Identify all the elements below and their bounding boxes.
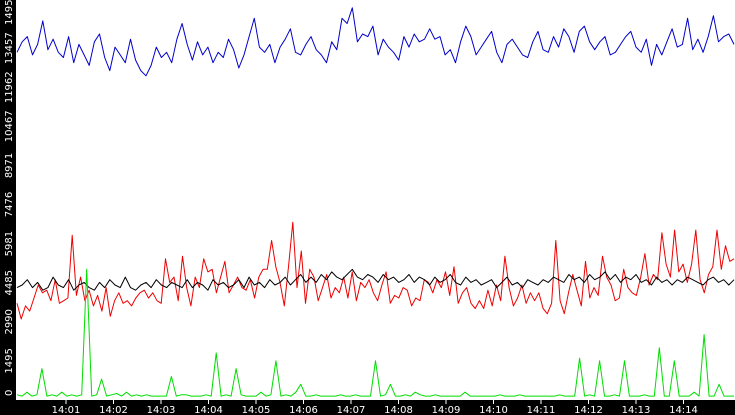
y-tick-label: 10467 xyxy=(4,110,15,142)
y-tick-label: 4485 xyxy=(4,270,15,295)
x-tick-label: 14:11 xyxy=(527,405,556,415)
x-tick-label: 14:10 xyxy=(479,405,508,415)
y-tick-label: 13457 xyxy=(4,32,15,64)
x-axis-bar xyxy=(0,400,735,415)
y-tick-label: 14953 xyxy=(4,0,15,25)
x-axis-ticks: 14:01 14:02 14:03 14:04 14:05 14:06 14:07 14:08… xyxy=(52,400,698,415)
x-tick-label: 14:05 xyxy=(242,405,271,415)
x-tick-label: 14:02 xyxy=(99,405,128,415)
y-tick-label: 5981 xyxy=(4,231,15,256)
plot-series xyxy=(16,7,735,397)
x-tick-label: 14:04 xyxy=(194,405,223,415)
x-tick-label: 14:06 xyxy=(289,405,318,415)
blue-series-line xyxy=(16,7,735,77)
x-tick-label: 14:09 xyxy=(432,405,461,415)
x-tick-label: 14:14 xyxy=(669,405,698,415)
red-series-line xyxy=(16,221,735,320)
green-series-line xyxy=(16,268,734,397)
x-tick-label: 14:13 xyxy=(622,405,651,415)
x-tick-label: 14:08 xyxy=(384,405,413,415)
y-tick-label: 11962 xyxy=(4,71,15,103)
x-tick-label: 14:07 xyxy=(337,405,366,415)
x-tick-label: 14:03 xyxy=(147,405,176,415)
black-series-line xyxy=(16,268,735,291)
y-tick-label: 7476 xyxy=(4,192,15,217)
y-tick-label: 0 xyxy=(4,390,15,396)
y-tick-label: 2990 xyxy=(4,309,15,334)
y-axis-bar xyxy=(0,0,16,415)
x-tick-label: 14:01 xyxy=(52,405,81,415)
y-tick-label: 8971 xyxy=(4,153,15,178)
y-axis-ticks: 0 1495 2990 4485 5981 7476 8971 10467 11962 13457… xyxy=(4,0,15,396)
y-tick-label: 1495 xyxy=(4,348,15,373)
x-tick-label: 14:12 xyxy=(574,405,603,415)
